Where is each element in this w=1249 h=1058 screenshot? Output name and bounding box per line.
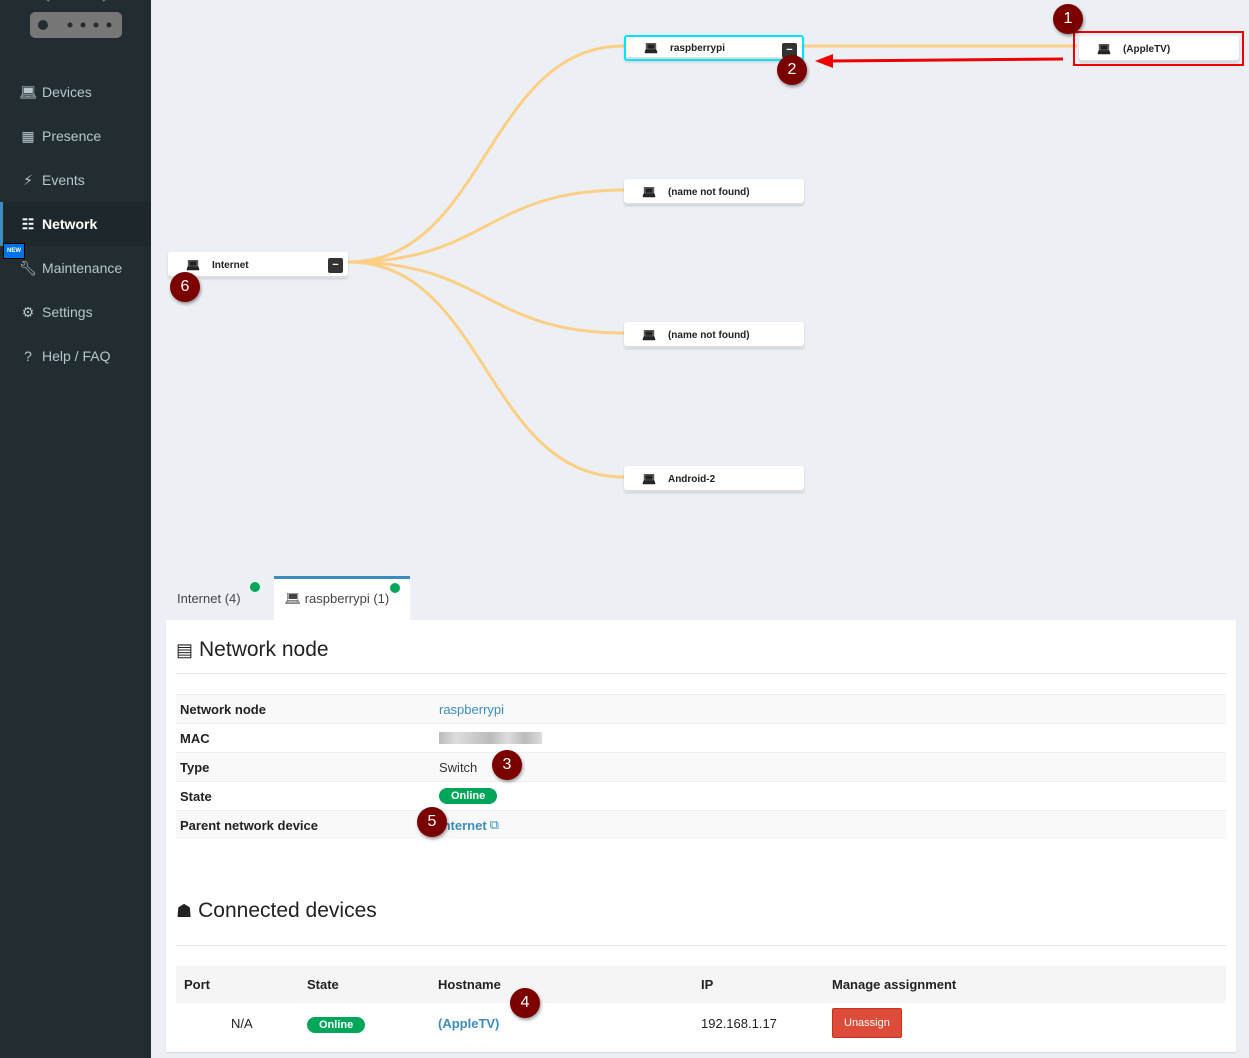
table-row: Type Switch [176, 752, 1226, 781]
tab-internet[interactable]: Internet (4) [166, 576, 274, 620]
annotation-marker: 2 [777, 55, 807, 85]
node-info-table: Network node raspberrypi MAC Type Switch S… [176, 694, 1226, 839]
table-row: Parent network device Internet ⧉ [176, 810, 1226, 839]
new-badge: NEW [3, 243, 25, 259]
annotation-marker: 1 [1053, 4, 1083, 34]
tab-raspberrypi[interactable]: 💻︎ raspberrypi (1) [273, 576, 411, 620]
laptop-icon: 💻︎ [284, 591, 305, 606]
hostname-link[interactable]: (AppleTV) [438, 1015, 500, 1031]
annotation-arrow [815, 54, 1064, 68]
collapse-button[interactable]: − [782, 43, 797, 58]
node-details-panel: ▤ Network node Network node raspberrypi MA… [166, 620, 1236, 1052]
tree-link [347, 260, 625, 479]
annotation-highlight-box [1073, 31, 1244, 66]
table-header: Port State Hostname IP Manage assignment [176, 966, 1226, 1003]
sitemap-icon: ☷ [21, 215, 35, 232]
laptop-icon: 💻︎ [19, 83, 37, 100]
laptop-icon: 💻︎ [1097, 43, 1111, 56]
external-link-icon[interactable]: ⧉ [489, 817, 499, 832]
parent-device-link[interactable]: Internet [439, 817, 487, 833]
table-row: Network node raspberrypi [176, 694, 1226, 723]
laptop-icon: 💻︎ [642, 186, 656, 199]
sidebar-item-maintenance[interactable]: NEW 🔧︎ Maintenance [0, 243, 151, 290]
status-badge: Online [439, 788, 498, 804]
status-dot [390, 583, 401, 593]
status-dot [249, 582, 260, 592]
annotation-marker: 6 [170, 272, 200, 302]
tree-node-internet[interactable]: 💻︎ Internet − [168, 252, 348, 278]
bolt-icon: ⚡︎ [23, 171, 33, 188]
sidebar-item-help[interactable]: ? Help / FAQ [0, 334, 151, 378]
collapse-button[interactable]: − [328, 258, 343, 273]
table-row: N/A Online (AppleTV) 192.168.1.17 Unassi… [176, 1003, 1226, 1043]
tree-node-raspberrypi[interactable]: 💻︎ raspberrypi − [624, 35, 804, 61]
sitemap-icon: ☗ [176, 900, 193, 921]
server-icon: ▤ [176, 639, 194, 660]
unassign-button[interactable]: Unassign [832, 1008, 902, 1038]
sidebar: 💻︎ Devices ▦ Presence ⚡︎ Events ☷ Network NE… [0, 0, 151, 1058]
sidebar-item-settings[interactable]: ⚙︎ Settings [0, 290, 151, 334]
tree-link [347, 260, 625, 335]
calendar-icon: ▦ [21, 127, 35, 144]
status-badge: Online [307, 1016, 366, 1033]
tree-node-android-2[interactable]: 💻︎ Android-2 [624, 466, 804, 492]
annotation-marker: 4 [510, 988, 540, 1018]
wrench-icon: 🔧︎ [19, 259, 37, 276]
node-tabs: Internet (4) 💻︎ raspberrypi (1) [166, 576, 411, 620]
mac-redacted [439, 732, 542, 744]
tree-link [347, 44, 625, 264]
node-name-link[interactable]: raspberrypi [439, 701, 505, 717]
question-icon: ? [24, 348, 32, 364]
laptop-icon: 💻︎ [644, 42, 658, 55]
laptop-icon: 💻︎ [642, 473, 656, 486]
sidebar-item-network[interactable]: ☷ Network [0, 202, 151, 246]
sidebar-item-presence[interactable]: ▦ Presence [0, 114, 151, 158]
table-row: MAC [176, 723, 1226, 752]
network-node-heading: ▤ Network node [176, 638, 329, 661]
router-logo-icon [30, 0, 122, 38]
tree-node[interactable]: 💻︎ (name not found) [624, 322, 804, 348]
sidebar-item-devices[interactable]: 💻︎ Devices [19, 83, 92, 101]
gear-icon: ⚙︎ [21, 303, 35, 320]
annotation-marker: 5 [417, 807, 447, 837]
laptop-icon: 💻︎ [642, 329, 656, 342]
tree-node-appletv[interactable]: 💻︎ (AppleTV) [1079, 36, 1239, 62]
connected-devices-heading: ☗ Connected devices [176, 899, 377, 922]
annotation-marker: 3 [492, 750, 522, 780]
table-row: State Online [176, 781, 1226, 810]
sidebar-item-events[interactable]: ⚡︎ Events [0, 158, 151, 202]
tree-links [347, 44, 1077, 479]
tree-node[interactable]: 💻︎ (name not found) [624, 179, 804, 205]
connected-devices-table: Port State Hostname IP Manage assignment… [176, 966, 1226, 1043]
laptop-icon: 💻︎ [186, 259, 200, 272]
network-tree: 💻︎ Internet − 💻︎ raspberrypi − 💻︎ (name not f… [151, 0, 1249, 560]
tree-link [347, 188, 625, 264]
